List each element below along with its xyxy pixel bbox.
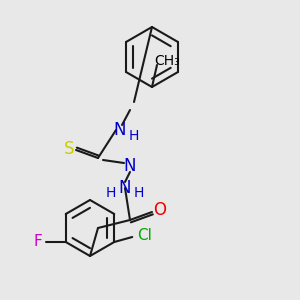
Text: Cl: Cl bbox=[137, 229, 152, 244]
Text: N: N bbox=[124, 157, 136, 175]
Text: H: H bbox=[134, 186, 144, 200]
Text: N: N bbox=[119, 179, 131, 197]
Text: H: H bbox=[106, 186, 116, 200]
Text: O: O bbox=[154, 201, 166, 219]
Text: S: S bbox=[64, 140, 74, 158]
Text: N: N bbox=[114, 121, 126, 139]
Text: H: H bbox=[129, 129, 139, 143]
Text: F: F bbox=[33, 235, 42, 250]
Text: CH₃: CH₃ bbox=[154, 54, 180, 68]
